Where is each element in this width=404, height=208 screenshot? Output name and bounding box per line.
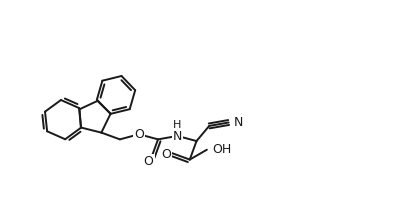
Text: N: N (234, 116, 243, 129)
Text: O: O (143, 155, 153, 168)
Text: O: O (161, 148, 171, 161)
Text: O: O (134, 128, 144, 141)
Text: N: N (173, 130, 182, 144)
Text: OH: OH (212, 143, 231, 156)
Text: H: H (173, 120, 182, 130)
